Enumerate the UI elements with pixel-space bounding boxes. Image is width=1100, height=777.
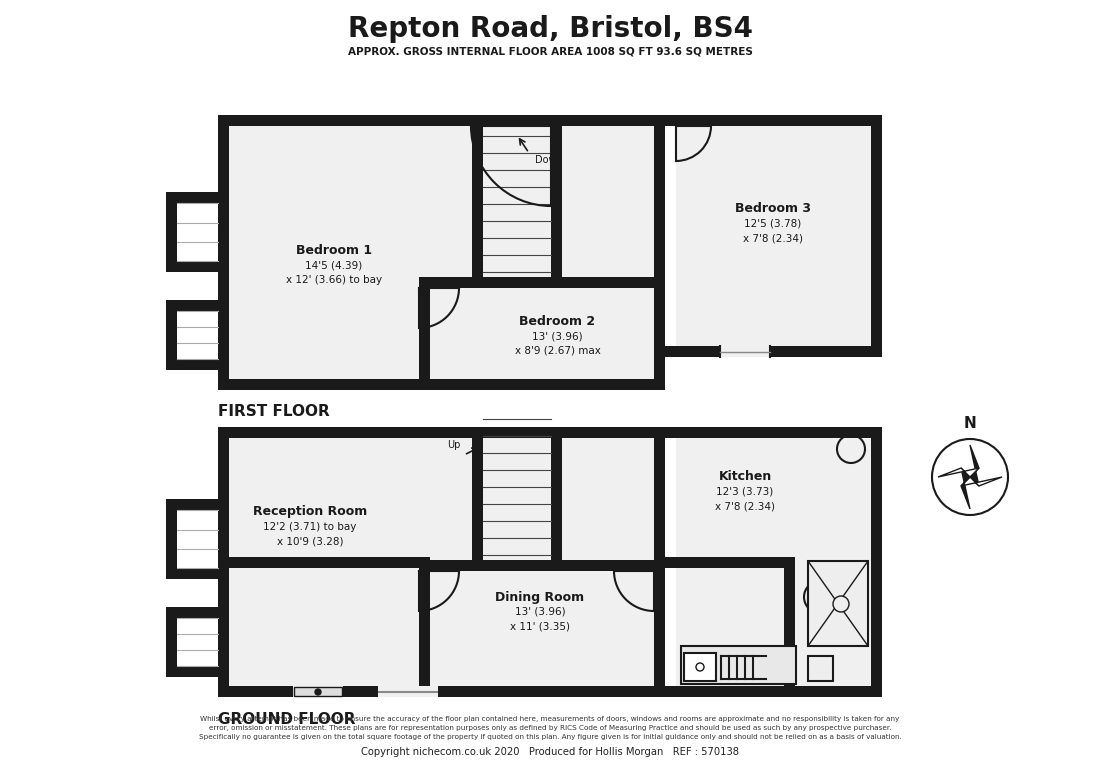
Polygon shape: [871, 115, 882, 357]
Polygon shape: [419, 560, 666, 571]
Text: error, omission or misstatement. These plans are for representation purposes onl: error, omission or misstatement. These p…: [209, 725, 891, 731]
Polygon shape: [229, 115, 666, 379]
Polygon shape: [166, 499, 229, 510]
Text: 12'2 (3.71) to bay
x 10'9 (3.28): 12'2 (3.71) to bay x 10'9 (3.28): [263, 521, 356, 546]
Text: Kitchen: Kitchen: [718, 471, 771, 483]
Polygon shape: [218, 115, 229, 390]
Polygon shape: [218, 686, 666, 697]
Text: APPROX. GROSS INTERNAL FLOOR AREA 1008 SQ FT 93.6 SQ METRES: APPROX. GROSS INTERNAL FLOOR AREA 1008 S…: [348, 46, 752, 56]
Polygon shape: [294, 687, 342, 696]
Polygon shape: [229, 427, 666, 686]
Text: Bedroom 1: Bedroom 1: [296, 244, 372, 257]
Polygon shape: [961, 477, 1002, 486]
Text: 14'5 (4.39)
x 12' (3.66) to bay: 14'5 (4.39) x 12' (3.66) to bay: [286, 260, 382, 285]
Circle shape: [804, 581, 836, 613]
Polygon shape: [166, 192, 229, 203]
Polygon shape: [472, 438, 483, 560]
Text: Up: Up: [447, 440, 461, 450]
Text: N: N: [964, 416, 977, 431]
Circle shape: [833, 596, 849, 612]
Polygon shape: [166, 666, 229, 677]
Polygon shape: [218, 115, 666, 126]
Text: 12'3 (3.73)
x 7'8 (2.34): 12'3 (3.73) x 7'8 (2.34): [715, 486, 775, 511]
Polygon shape: [472, 126, 483, 277]
Polygon shape: [218, 379, 666, 390]
Polygon shape: [293, 686, 343, 697]
Text: GROUND FLOOR: GROUND FLOOR: [218, 712, 355, 726]
Polygon shape: [551, 438, 562, 560]
Polygon shape: [684, 653, 716, 681]
Text: Bedroom 2: Bedroom 2: [519, 315, 595, 328]
Polygon shape: [166, 192, 177, 272]
Polygon shape: [654, 115, 666, 390]
Polygon shape: [218, 557, 430, 568]
Polygon shape: [166, 261, 229, 272]
Polygon shape: [676, 115, 871, 346]
Polygon shape: [166, 499, 177, 579]
Polygon shape: [472, 560, 562, 571]
Polygon shape: [419, 277, 430, 390]
Text: Repton Road, Bristol, BS4: Repton Road, Bristol, BS4: [348, 15, 752, 43]
Polygon shape: [551, 126, 562, 277]
Text: 13' (3.96)
x 8'9 (2.67) max: 13' (3.96) x 8'9 (2.67) max: [515, 331, 601, 356]
Polygon shape: [681, 646, 796, 684]
Text: FIRST FLOOR: FIRST FLOOR: [218, 405, 330, 420]
Polygon shape: [472, 277, 562, 288]
Polygon shape: [666, 346, 882, 357]
Polygon shape: [218, 427, 229, 697]
Polygon shape: [676, 427, 871, 686]
Polygon shape: [419, 560, 430, 697]
Polygon shape: [218, 427, 882, 438]
Polygon shape: [666, 686, 882, 697]
Polygon shape: [808, 656, 833, 681]
Polygon shape: [166, 300, 177, 370]
Polygon shape: [871, 427, 882, 697]
Polygon shape: [166, 568, 229, 579]
Polygon shape: [166, 300, 229, 311]
Text: Down: Down: [535, 155, 563, 165]
Polygon shape: [961, 468, 970, 509]
Text: Reception Room: Reception Room: [253, 506, 367, 518]
Polygon shape: [720, 346, 770, 357]
Polygon shape: [666, 557, 795, 568]
Polygon shape: [378, 686, 438, 697]
Polygon shape: [166, 607, 177, 677]
Polygon shape: [808, 561, 868, 646]
Polygon shape: [419, 277, 666, 288]
Polygon shape: [970, 445, 979, 486]
Polygon shape: [166, 359, 229, 370]
Text: Bedroom 3: Bedroom 3: [735, 203, 811, 215]
Text: Dining Room: Dining Room: [495, 591, 584, 604]
Polygon shape: [654, 427, 666, 697]
Text: 12'5 (3.78)
x 7'8 (2.34): 12'5 (3.78) x 7'8 (2.34): [742, 218, 803, 243]
Polygon shape: [938, 468, 979, 477]
Polygon shape: [666, 115, 882, 126]
Text: Copyright nichecom.co.uk 2020   Produced for Hollis Morgan   REF : 570138: Copyright nichecom.co.uk 2020 Produced f…: [361, 747, 739, 757]
Text: Specifically no guarantee is given on the total square footage of the property i: Specifically no guarantee is given on th…: [199, 734, 901, 740]
Circle shape: [315, 689, 321, 695]
Text: Whilst every attempt has been made to ensure the accuracy of the floor plan cont: Whilst every attempt has been made to en…: [200, 716, 900, 722]
Polygon shape: [784, 557, 795, 697]
Text: 13' (3.96)
x 11' (3.35): 13' (3.96) x 11' (3.35): [510, 607, 570, 632]
Polygon shape: [166, 607, 229, 618]
